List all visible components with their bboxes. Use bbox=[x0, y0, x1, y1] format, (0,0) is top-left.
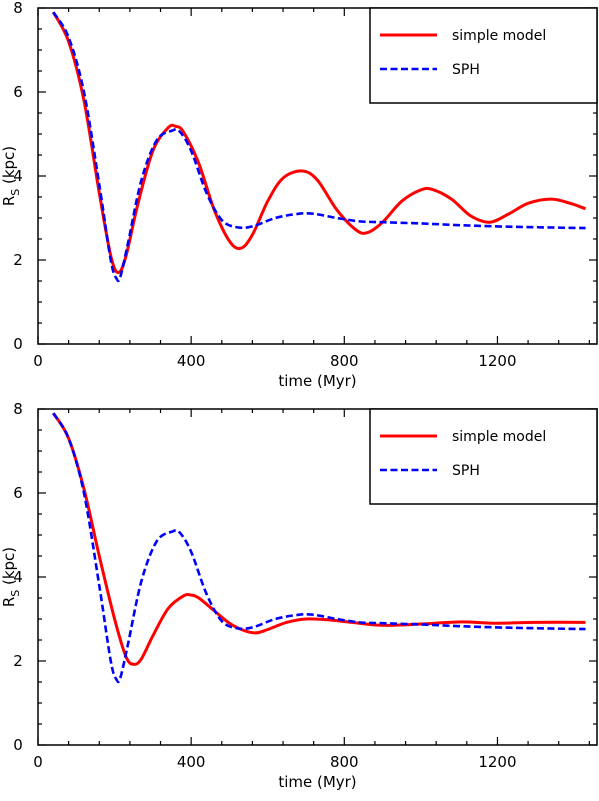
series-group bbox=[52, 412, 586, 684]
y-axis-label-unit: (kpc) bbox=[0, 547, 18, 590]
x-tick-label: 400 bbox=[177, 753, 206, 771]
x-axis-label: time (Myr) bbox=[278, 773, 356, 791]
legend: simple model SPH bbox=[369, 7, 598, 104]
y-tick-label: 2 bbox=[13, 652, 23, 670]
y-axis: 0 2 4 6 8 RS (kpc) bbox=[0, 0, 597, 353]
y-tick-label: 0 bbox=[13, 335, 23, 353]
y-tick-label: 6 bbox=[13, 484, 23, 502]
y-tick-label: 8 bbox=[13, 400, 23, 418]
series-group bbox=[51, 11, 587, 283]
legend-label: SPH bbox=[452, 62, 480, 78]
y-axis-label-unit: (kpc) bbox=[0, 146, 18, 189]
x-tick-label: 1200 bbox=[478, 352, 516, 370]
chart-panel-2: 0 400 800 1200 time (Myr) 0 2 4 6 8 RS (kpc) simple… bbox=[0, 400, 598, 791]
chart-panel-1: 0 400 800 1200 time (Myr) 0 2 4 6 8 RS (kpc) simple… bbox=[0, 0, 598, 390]
y-tick-label: 6 bbox=[13, 83, 23, 101]
x-axis: 0 400 800 1200 time (Myr) bbox=[33, 409, 590, 791]
x-axis: 0 400 800 1200 time (Myr) bbox=[33, 8, 590, 390]
series-line-simple-model bbox=[52, 412, 586, 666]
y-axis-label-main: R bbox=[0, 196, 18, 206]
y-tick-label: 4 bbox=[13, 167, 23, 185]
y-axis-label-sub: S bbox=[9, 590, 22, 597]
x-tick-label: 0 bbox=[33, 753, 43, 771]
legend-label: simple model bbox=[452, 28, 546, 44]
y-axis-label: RS (kpc) bbox=[0, 146, 22, 206]
y-tick-label: 8 bbox=[13, 0, 23, 17]
y-axis-label: RS (kpc) bbox=[0, 547, 22, 607]
legend-label: simple model bbox=[452, 429, 546, 445]
x-tick-label: 800 bbox=[330, 753, 359, 771]
legend-box bbox=[369, 408, 598, 505]
y-axis-label-main: R bbox=[0, 597, 18, 607]
y-axis-label-sub: S bbox=[9, 189, 22, 196]
y-tick-label: 0 bbox=[13, 736, 23, 754]
series-line-sph bbox=[52, 412, 586, 684]
y-axis: 0 2 4 6 8 RS (kpc) bbox=[0, 400, 597, 754]
x-tick-label: 400 bbox=[177, 352, 206, 370]
series-line-sph bbox=[52, 11, 586, 283]
y-tick-label: 4 bbox=[13, 568, 23, 586]
legend-box bbox=[369, 7, 598, 104]
x-axis-label: time (Myr) bbox=[278, 372, 356, 390]
legend-label: SPH bbox=[452, 463, 480, 479]
legend: simple model SPH bbox=[369, 408, 598, 505]
x-tick-label: 0 bbox=[33, 352, 43, 370]
x-tick-label: 1200 bbox=[478, 753, 516, 771]
x-tick-label: 800 bbox=[330, 352, 359, 370]
y-tick-label: 2 bbox=[13, 251, 23, 269]
